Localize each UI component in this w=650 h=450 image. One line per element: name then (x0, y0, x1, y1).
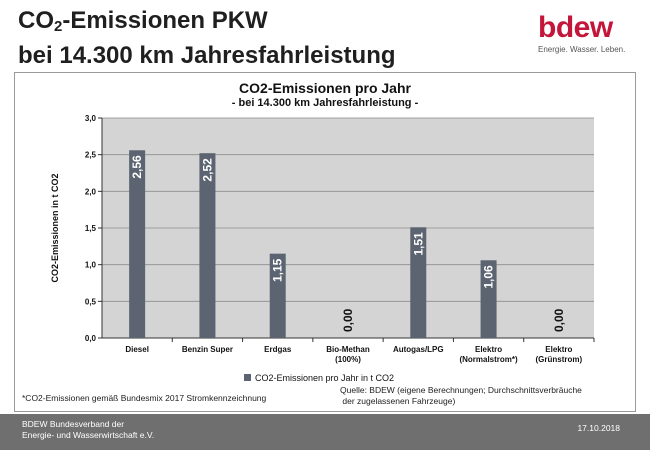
footer-org-line-2: Energie- und Wasserwirtschaft e.V. (22, 430, 155, 440)
x-tick-label: (100%) (335, 355, 361, 364)
source-line-2: der zugelassenen Fahrzeuge) (340, 396, 456, 406)
y-tick-label: 2,5 (85, 151, 97, 160)
y-tick-label: 2,0 (85, 187, 97, 196)
bar-3 (269, 253, 286, 338)
bar-6 (480, 260, 497, 338)
data-label-4: 0,00 (341, 308, 355, 332)
source-line-1: Quelle: BDEW (eigene Berechnungen; Durch… (340, 385, 582, 395)
legend-swatch (244, 374, 251, 381)
bdew-logo: bdew Energie. Wasser. Leben. (538, 11, 638, 55)
y-tick-label: 1,0 (85, 261, 97, 270)
data-label-3: 1,15 (271, 258, 285, 282)
data-label-6: 1,06 (482, 265, 496, 289)
chart-subtitle: - bei 14.300 km Jahresfahrleistung - (231, 97, 419, 109)
y-tick-label: 0,0 (85, 334, 97, 343)
x-tick-label: Elektro (475, 345, 502, 354)
logo-tagline: Energie. Wasser. Leben. (538, 45, 626, 54)
x-tick-label: Benzin Super (182, 345, 233, 354)
chart-title: CO2-Emissionen pro Jahr (239, 80, 411, 96)
x-tick-label: Autogas/LPG (393, 345, 444, 354)
x-tick-label: Erdgas (264, 345, 292, 354)
source-note: Quelle: BDEW (eigene Berechnungen; Durch… (340, 385, 640, 407)
slide-title-rest: -Emissionen PKW (62, 7, 268, 34)
data-label-5: 1,51 (411, 232, 425, 256)
slide-title: CO2-Emissionen PKW bei 14.300 km Jahresf… (18, 6, 396, 70)
footnote: *CO2-Emissionen gemäß Bundesmix 2017 Str… (22, 393, 267, 403)
chart-panel: 0,0 0,5 1,0 1,5 2,0 2,5 3,0 CO2-Emissionen in t… (14, 72, 636, 412)
y-tick-label: 0,5 (85, 297, 97, 306)
logo-word: bdew (538, 11, 613, 44)
y-tick-label: 1,5 (85, 224, 97, 233)
footer-organization: BDEW Bundesverband der Energie- und Wass… (22, 419, 154, 441)
data-label-7: 0,00 (552, 308, 566, 332)
slide-title-line2: bei 14.300 km Jahresfahrleistung (18, 42, 396, 69)
x-tick-label: (Normalstrom*) (459, 355, 518, 364)
data-label-1: 2,56 (130, 155, 144, 179)
bar-2 (199, 153, 216, 338)
footer-date: 17.10.2018 (577, 423, 620, 433)
slide-title-prefix: CO (18, 7, 54, 34)
bar-5 (410, 227, 427, 338)
slide-title-subscript: 2 (54, 18, 63, 35)
bar-1 (129, 150, 146, 338)
y-tick-label: 3,0 (85, 114, 97, 123)
bar-chart: 0,0 0,5 1,0 1,5 2,0 2,5 3,0 CO2-Emissionen in t… (14, 72, 636, 412)
footer-bar: BDEW Bundesverband der Energie- und Wass… (0, 414, 650, 450)
footer-org-line-1: BDEW Bundesverband der (22, 419, 125, 429)
x-tick-label: Elektro (545, 345, 572, 354)
legend-label: CO2-Emissionen pro Jahr in t CO2 (255, 373, 394, 383)
x-tick-label: Diesel (125, 345, 149, 354)
x-tick-label: (Grünstrom) (536, 355, 583, 364)
data-label-2: 2,52 (200, 158, 214, 182)
x-tick-label: Bio-Methan (326, 345, 370, 354)
y-axis-label: CO2-Emissionen in t CO2 (50, 173, 60, 282)
